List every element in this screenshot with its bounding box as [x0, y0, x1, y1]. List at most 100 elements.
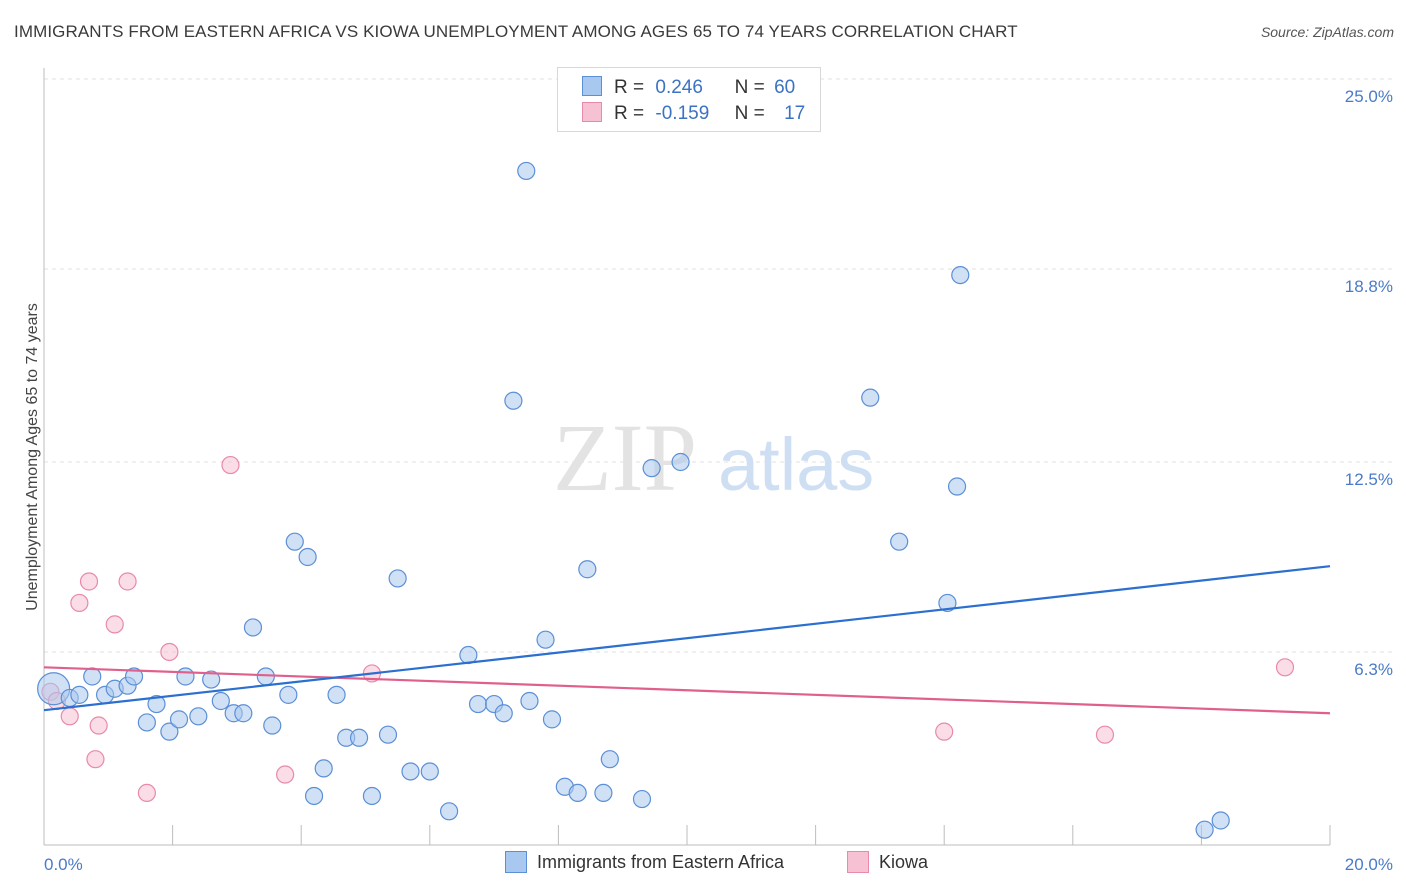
- eastern-africa-point: [362, 786, 382, 806]
- eastern-africa-point: [304, 786, 324, 806]
- y-tick-labels: 6.3% 12.5% 18.8% 25.0%: [1345, 87, 1393, 679]
- series-legend-kiowa: Kiowa: [847, 851, 928, 873]
- eastern-africa-point: [234, 704, 253, 723]
- y-tick-label: 6.3%: [1354, 660, 1393, 679]
- correlation-legend: R = 0.246 N = 60 R = -0.159 N = 17: [557, 67, 821, 132]
- eastern-africa-point: [494, 704, 513, 723]
- kiowa-point: [935, 722, 954, 741]
- kiowa-point: [221, 455, 240, 475]
- y-tick-label: 25.0%: [1345, 87, 1393, 106]
- grid-lines: [44, 78, 1393, 653]
- trend-lines: [43, 565, 1331, 715]
- eastern-africa-point: [890, 532, 909, 551]
- x-tick-label-max: 20.0%: [1345, 855, 1393, 874]
- eastern-africa-point: [349, 728, 369, 747]
- legend-n-value: 17: [784, 103, 806, 124]
- eastern-africa-point: [568, 783, 587, 803]
- kiowa-point: [118, 572, 137, 591]
- eastern-africa-point: [542, 710, 562, 729]
- series-name: Immigrants from Eastern Africa: [537, 852, 785, 872]
- eastern-africa-point: [1211, 811, 1230, 830]
- eastern-africa-point: [279, 685, 298, 704]
- legend-r-value: 0.246: [655, 77, 703, 98]
- eastern-africa-point: [671, 452, 690, 472]
- y-tick-label: 12.5%: [1345, 470, 1393, 489]
- eastern-africa-point: [401, 762, 420, 781]
- eastern-africa-point: [202, 670, 221, 689]
- x-tick-label-min: 0.0%: [44, 855, 83, 874]
- chart-title: IMMIGRANTS FROM EASTERN AFRICA VS KIOWA …: [14, 22, 1018, 41]
- legend-r-value: -0.159: [655, 103, 710, 124]
- kiowa-point: [160, 642, 179, 662]
- eastern-africa-point: [378, 725, 398, 744]
- eastern-africa-point: [327, 685, 346, 704]
- y-axis-label: Unemployment Among Ages 65 to 74 years: [24, 303, 41, 611]
- eastern-africa-point: [420, 762, 439, 781]
- eastern-africa-point: [439, 802, 459, 821]
- eastern-africa-point: [504, 391, 523, 410]
- legend-n-value: 60: [774, 77, 796, 98]
- eastern-africa-point: [388, 569, 407, 588]
- eastern-africa-point: [83, 667, 102, 686]
- eastern-africa-point: [517, 161, 536, 181]
- eastern-africa-point: [314, 759, 333, 778]
- legend-r-label: R =: [614, 77, 645, 98]
- eastern-africa-point: [169, 710, 189, 729]
- kiowa-point: [105, 615, 124, 634]
- series-swatch-pink: [847, 851, 869, 873]
- eastern-africa-point: [594, 783, 613, 803]
- eastern-africa-point: [263, 716, 282, 735]
- eastern-africa-point: [298, 547, 317, 567]
- eastern-africa-point: [1195, 820, 1214, 839]
- legend-swatch-blue: [582, 76, 602, 96]
- x-tick-labels: 0.0% 20.0%: [44, 855, 1393, 874]
- series-legend-eastern-africa: Immigrants from Eastern Africa: [505, 851, 784, 873]
- eastern-africa-point: [468, 694, 488, 714]
- kiowa-point: [1275, 658, 1295, 677]
- eastern-africa-point: [642, 459, 661, 478]
- legend-r-label: R =: [614, 103, 645, 124]
- eastern-africa-point: [938, 593, 957, 613]
- kiowa-point: [89, 716, 108, 735]
- eastern-africa-points: [37, 161, 1230, 839]
- eastern-africa-point: [285, 532, 304, 551]
- legend-row-eastern-africa: R = 0.246 N = 60: [582, 76, 795, 100]
- eastern-africa-point: [520, 691, 539, 711]
- eastern-africa-trend-line: [43, 565, 1331, 712]
- eastern-africa-point: [947, 477, 967, 496]
- kiowa-point: [79, 572, 99, 591]
- kiowa-point: [1095, 725, 1115, 744]
- eastern-africa-point: [147, 694, 166, 714]
- legend-n-label: N =: [734, 77, 765, 98]
- eastern-africa-point: [160, 722, 179, 741]
- eastern-africa-point: [951, 265, 970, 285]
- eastern-africa-point: [211, 691, 230, 711]
- eastern-africa-point: [176, 667, 195, 686]
- kiowa-trend-line: [43, 666, 1331, 715]
- eastern-africa-point: [578, 560, 597, 579]
- kiowa-point: [86, 750, 105, 769]
- legend-row-kiowa: R = -0.159 N = 17: [582, 102, 805, 126]
- series-name: Kiowa: [879, 852, 929, 872]
- eastern-africa-point: [124, 667, 144, 686]
- eastern-africa-point: [243, 618, 263, 637]
- eastern-africa-point: [189, 707, 208, 726]
- legend-n-label: N =: [734, 103, 765, 124]
- kiowa-point: [276, 765, 295, 784]
- watermark: ZIP atlas: [553, 404, 874, 511]
- kiowa-point: [60, 707, 79, 726]
- watermark-atlas: atlas: [718, 423, 874, 506]
- eastern-africa-point: [70, 685, 89, 704]
- eastern-africa-point: [137, 713, 156, 732]
- axes: [43, 68, 1331, 846]
- chart-source: Source: ZipAtlas.com: [1260, 24, 1394, 40]
- eastern-africa-point: [861, 388, 880, 407]
- series-swatch-blue: [505, 851, 527, 873]
- eastern-africa-point: [600, 750, 619, 769]
- eastern-africa-point: [536, 630, 555, 649]
- kiowa-point: [137, 783, 156, 803]
- eastern-africa-point: [632, 789, 652, 809]
- y-tick-label: 18.8%: [1345, 277, 1393, 296]
- kiowa-point: [70, 593, 89, 613]
